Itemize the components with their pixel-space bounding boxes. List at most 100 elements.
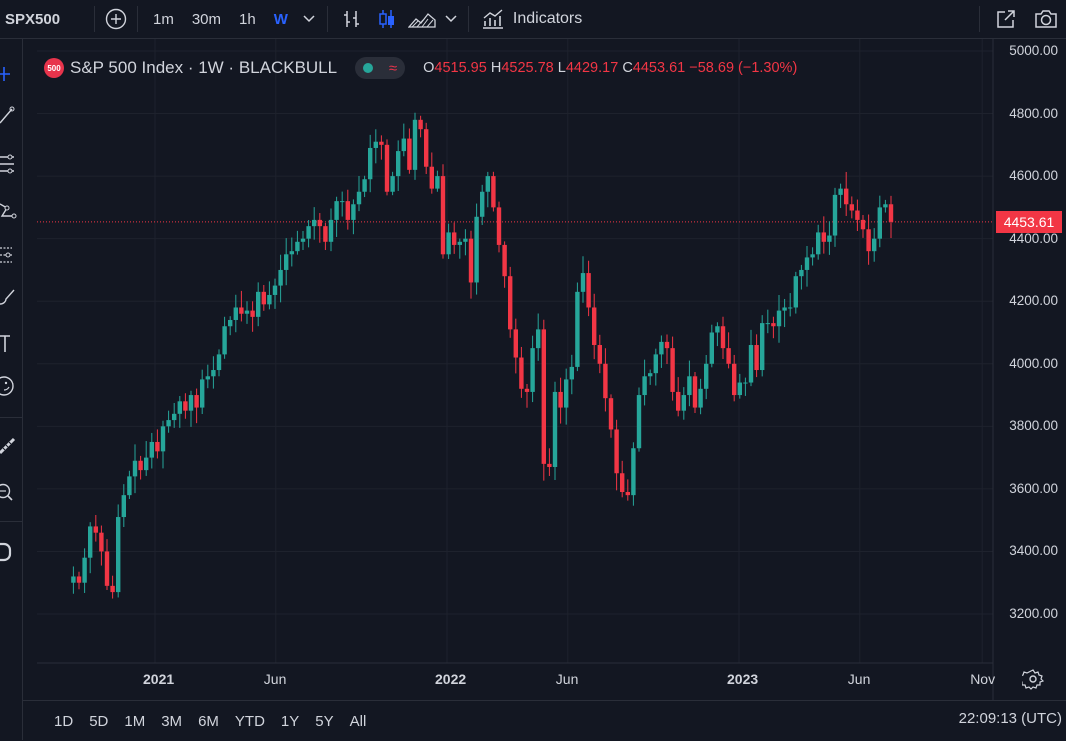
area-chart-type-icon[interactable] [404,0,440,38]
bar-chart-type-icon[interactable] [334,0,370,38]
candle-body [71,576,76,583]
candle-body [670,348,675,392]
candle [412,112,418,180]
camera-snapshot-icon[interactable] [1026,0,1066,38]
candle-body [407,138,412,170]
candle-body [345,201,350,220]
text-tool-icon[interactable] [0,331,22,357]
candle-body [396,151,401,177]
brush-icon[interactable] [0,284,22,310]
trend-line-icon[interactable] [0,103,22,129]
candle-body [636,395,642,449]
candle-body [104,551,110,586]
candle [513,318,518,374]
candle [104,539,110,591]
interval-dropdown-chevron-icon[interactable] [297,0,321,38]
candle-body [211,370,216,377]
time-tick-label: 2022 [435,671,467,687]
candle [575,282,580,372]
range-ytd[interactable]: YTD [234,712,265,730]
pattern-tool-icon[interactable] [0,196,22,222]
toolbar-divider [467,6,469,32]
candle [793,271,798,314]
candle-body [228,319,233,327]
range-5y[interactable]: 5Y [315,712,334,730]
symbol-search[interactable]: SPX500 [5,10,61,28]
candle-body [709,332,714,364]
candle-body [877,207,882,239]
candle [384,139,390,196]
candlestick-chart-type-icon[interactable] [370,0,404,38]
candle [586,260,591,317]
interval-1h[interactable]: 1h [239,10,256,28]
candle-body [172,413,177,421]
toolbar-divider [326,6,328,32]
candle [715,322,720,347]
legend-title[interactable]: S&P 500 Index · 1W · BLACKBULL [70,58,338,77]
candle [228,316,233,336]
interval-30m[interactable]: 30m [191,10,222,28]
candle [866,214,871,265]
indicators-button[interactable]: Indicators [475,0,588,38]
current-price-badge: 4453.61 [996,210,1062,233]
compare-add-icon[interactable] [101,0,131,38]
candle-body [384,144,390,192]
candle-body [200,379,205,408]
chart-settings-gear-icon[interactable] [1017,668,1045,690]
candle-body [177,401,182,414]
chart-grid [37,39,993,663]
candle [485,171,490,208]
candle-body [127,476,132,496]
close-value: 4453.61 [632,60,686,76]
fib-retracement-icon[interactable] [0,151,22,177]
range-1m[interactable]: 1M [124,712,146,730]
emoji-icon[interactable] [0,373,22,399]
candle-body [653,354,658,374]
time-tick-label: 2021 [143,671,175,687]
ruler-icon[interactable] [0,431,22,457]
forecasting-tool-icon[interactable] [0,242,22,268]
market-status-pill[interactable]: ≈ [355,57,406,79]
candle [200,369,205,415]
range-1d[interactable]: 1D [54,712,74,730]
range-1y[interactable]: 1Y [280,712,300,730]
candle-body [648,373,653,377]
interval-1m[interactable]: 1m [153,10,174,28]
candle [424,122,429,175]
candle-body [771,323,776,327]
candle [267,281,272,310]
candle-body [676,391,681,411]
candle-body [832,194,838,236]
range-6m[interactable]: 6M [198,712,219,730]
candle [328,208,334,252]
interval-w[interactable]: W [273,10,288,28]
candle [670,336,675,401]
candle-body [99,532,104,552]
candle [709,324,714,368]
chart-type-dropdown-chevron-icon[interactable] [440,0,462,38]
range-5d[interactable]: 5D [89,712,109,730]
candle [692,371,698,413]
candle [463,229,468,256]
candle [592,293,597,360]
range-3m[interactable]: 3M [161,712,183,730]
candle [754,334,759,378]
magnet-icon[interactable] [0,539,22,565]
candle-body [183,401,188,411]
range-all[interactable]: All [349,712,367,730]
candle [222,316,227,359]
candle [760,315,765,377]
candle [272,278,278,309]
utc-clock[interactable]: 22:09:13 (UTC) [958,710,1062,727]
open-new-window-icon[interactable] [986,0,1026,38]
candle-body [312,219,317,227]
candle [508,266,513,338]
high-value: 4525.78 [501,60,554,76]
candle [659,335,664,368]
crosshair-icon[interactable] [0,61,22,87]
candle-body [536,329,541,349]
low-value: 4429.17 [565,60,619,76]
zoom-in-icon[interactable] [0,479,22,505]
candle [732,354,737,402]
